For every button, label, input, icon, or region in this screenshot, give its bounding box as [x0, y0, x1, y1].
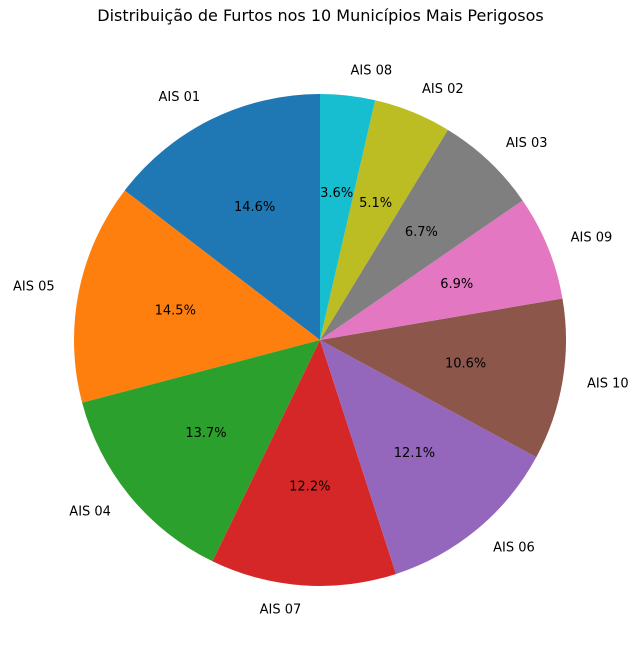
slice-label: AIS 02: [422, 82, 464, 97]
pie-slice-ais-07: [212, 340, 397, 586]
pie-slice-ais-10: [320, 298, 566, 458]
pct-label: 12.2%: [289, 480, 330, 495]
pie-slice-ais-04: [82, 340, 320, 562]
pct-label: 13.7%: [185, 426, 226, 441]
pct-label: 14.6%: [234, 200, 275, 215]
pct-label: 6.9%: [440, 277, 473, 292]
pie-slice-ais-03: [320, 129, 523, 340]
pie-slice-ais-02: [320, 100, 448, 340]
slice-label: AIS 05: [13, 279, 55, 294]
pct-label: 14.5%: [155, 303, 196, 318]
pie-labels: 14.6% AIS 01 14.5% AIS 05 13.7% AIS 04 12.2% AI…: [13, 64, 629, 618]
pie-slice-ais-08: [320, 94, 376, 340]
pie-slice-ais-01: [124, 94, 320, 340]
slice-label: AIS 03: [506, 136, 548, 151]
pct-label: 6.7%: [405, 225, 438, 240]
pct-label: 12.1%: [394, 446, 435, 461]
pct-label: 3.6%: [320, 186, 353, 201]
pie-slices: [73, 94, 566, 586]
chart-title: Distribuição de Furtos nos 10 Municípios…: [97, 6, 544, 25]
pct-label: 10.6%: [445, 357, 486, 372]
slice-label: AIS 06: [493, 540, 535, 555]
slice-label: AIS 08: [351, 64, 393, 79]
pie-slice-ais-09: [320, 200, 563, 340]
slice-label: AIS 09: [571, 231, 613, 246]
pie-slice-ais-06: [320, 340, 537, 574]
pct-label: 5.1%: [359, 196, 392, 211]
slice-label: AIS 10: [587, 377, 629, 392]
slice-label: AIS 07: [260, 602, 302, 617]
pie-slice-ais-05: [73, 190, 320, 403]
slice-label: AIS 04: [69, 504, 111, 519]
slice-label: AIS 01: [159, 90, 201, 105]
